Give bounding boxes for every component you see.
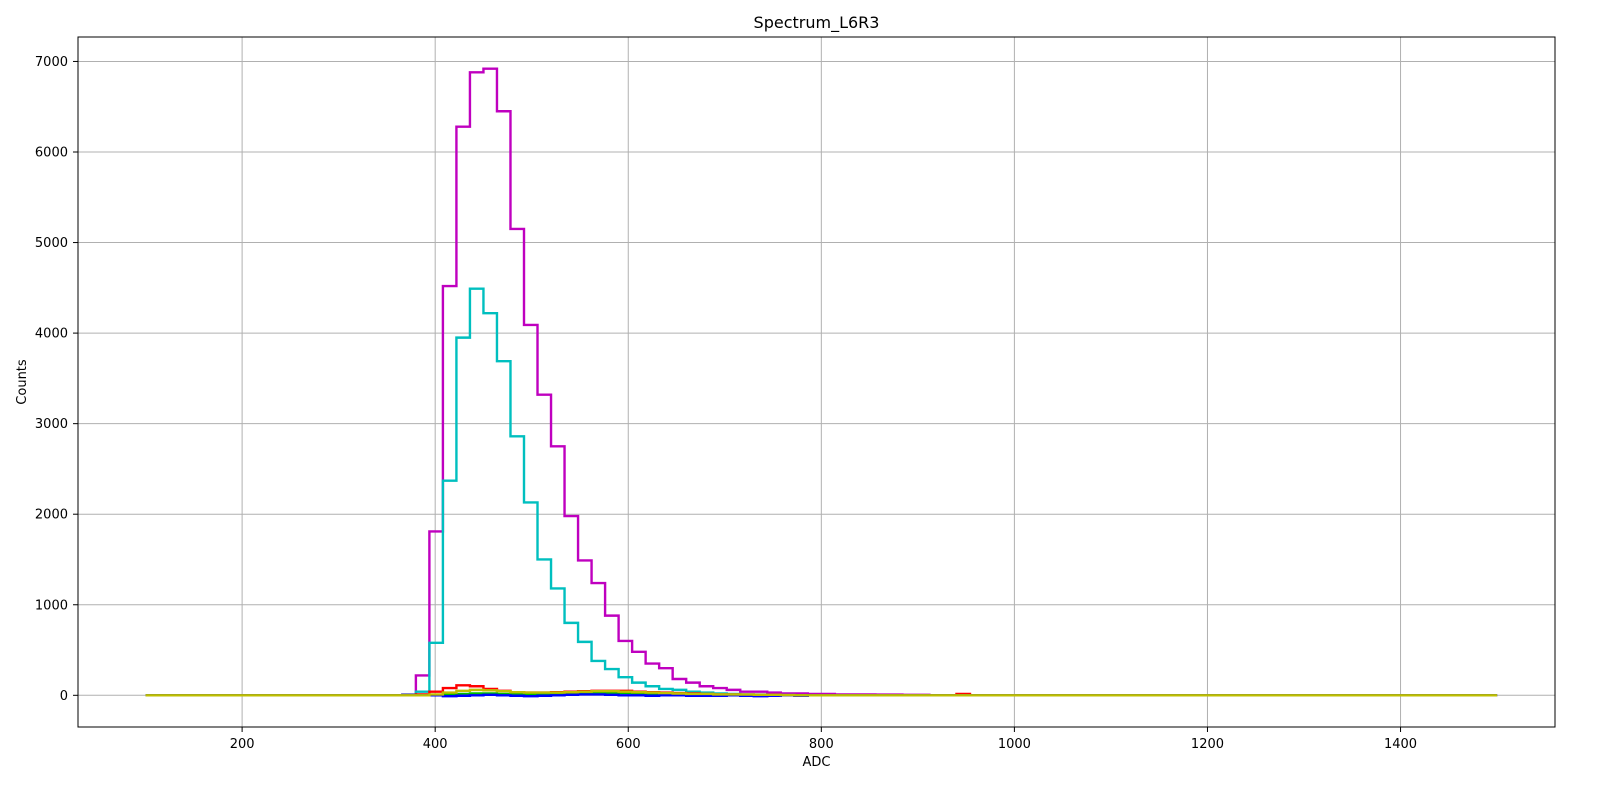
series-group <box>145 67 1498 698</box>
y-tick-label: 6000 <box>35 146 68 161</box>
y-tick-label: 5000 <box>35 236 68 251</box>
y-axis-label: Counts <box>15 359 30 405</box>
y-tick-label: 3000 <box>35 417 68 432</box>
x-axis-label: ADC <box>803 755 831 770</box>
y-tick-label: 2000 <box>35 508 68 523</box>
x-tick-label: 1000 <box>998 737 1031 752</box>
y-tick-label: 4000 <box>35 327 68 342</box>
chart-title: Spectrum_L6R3 <box>754 13 880 33</box>
x-axis-ticks: 200 400 600 800 1000 1200 1400 <box>230 727 1417 752</box>
x-tick-label: 600 <box>616 737 641 752</box>
x-tick-label: 1400 <box>1384 737 1417 752</box>
x-tick-label: 1200 <box>1191 737 1224 752</box>
series-line-6 <box>145 688 1498 697</box>
plot-frame <box>77 36 1556 728</box>
y-tick-label: 0 <box>60 689 68 704</box>
grid-lines <box>78 37 1555 727</box>
y-tick-label: 7000 <box>35 55 68 70</box>
y-axis-ticks: 0 1000 2000 3000 4000 5000 6000 7000 <box>35 55 78 704</box>
y-tick-label: 1000 <box>35 598 68 613</box>
x-tick-label: 400 <box>423 737 448 752</box>
x-tick-label: 800 <box>809 737 834 752</box>
series-line-5 <box>145 693 1498 698</box>
x-tick-label: 200 <box>230 737 255 752</box>
